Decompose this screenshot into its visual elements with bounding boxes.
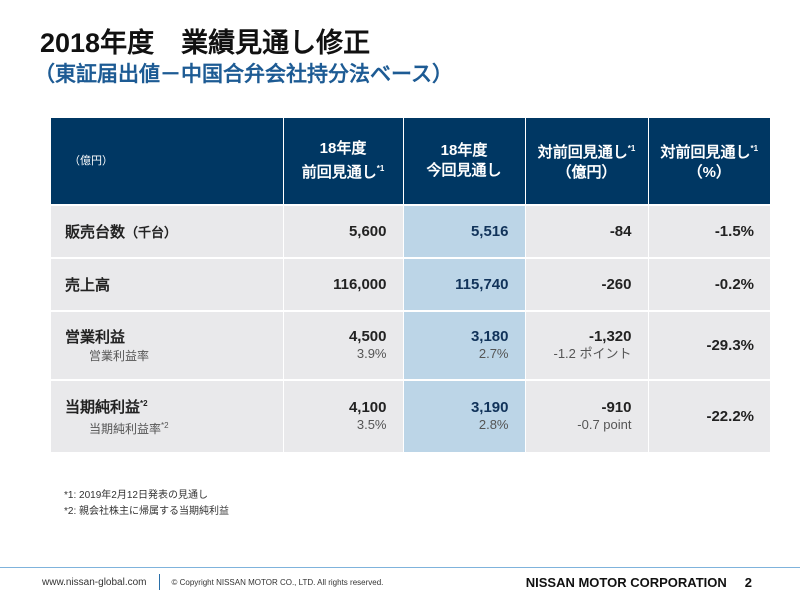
curr-value: 3,190 2.8% [402,379,525,452]
value: 4,500 [348,328,387,345]
unit-header: （億円） [51,118,283,205]
table-row: 販売台数（千台） 5,600 5,516 -84 -1.5% [51,204,770,258]
label-unit: （千台） [125,225,178,240]
footnotes: *1: 2019年2月12日発表の見通し *2: 親会社株主に帰属する当期純利益 [64,488,229,520]
label: 営業利益 [65,329,126,346]
footnote-mark: *1 [750,144,759,153]
label: 販売台数 [65,224,126,241]
table-row: 営業利益営業利益率 4,500 3.9% 3,180 2.7% -1,320 -1.2… [51,310,770,380]
header-line: 対前回見通し [660,144,751,161]
forecast-table: （億円） 18年度 前回見通し*1 18年度 今回見通し 対前回見通し*1 （億円） … [51,118,770,452]
footer-url-link[interactable]: www.nissan-global.com [42,576,147,588]
diff-value: -260 [524,257,648,311]
footnote-mark: *2 [161,420,169,430]
header-prev-forecast: 18年度前回見通し*1 [282,118,403,205]
row-label: 営業利益営業利益率 [51,310,283,380]
row-label: 売上高 [51,257,283,311]
diff-value: -910 -0.7 point [524,379,648,452]
footer-corporation: NISSAN MOTOR CORPORATION [525,574,727,590]
curr-value: 3,180 2.7% [402,310,525,380]
footer-divider [0,567,800,568]
header-diff-pct: 対前回見通し*1 （%） [647,118,770,205]
table-row: 当期純利益*2 当期純利益率*2 4,100 3.5% 3,190 2.8% -910… [51,379,770,452]
header-curr-forecast: 18年度今回見通し [402,118,525,205]
prev-value: 5,600 [282,204,403,258]
footer-separator [158,574,160,590]
sub-value: 2.8% [478,417,509,432]
prev-value: 116,000 [282,257,403,311]
page-number: 2 [744,574,752,590]
footnote-mark: *1 [376,164,385,173]
footnote: *2: 親会社株主に帰属する当期純利益 [64,506,230,517]
value: 3,180 [470,328,509,345]
pct-value: -1.5% [647,204,770,258]
header-line: 前回見通し [301,164,377,181]
page-title: 2018年度 業績見通し修正 [40,28,371,58]
value: -910 [601,399,632,416]
table-row: 売上高 116,000 115,740 -260 -0.2% [51,257,770,311]
prev-value: 4,100 3.5% [282,379,403,452]
header-line: 対前回見通し [537,144,628,161]
page-subtitle: （東証届出値－中国合弁会社持分法ベース） [34,63,453,86]
pct-value: -22.2% [647,379,770,452]
sub-value: -1.2 ポイント [553,346,632,361]
pct-value: -29.3% [647,310,770,380]
header-line: 18年度 [319,140,367,157]
prev-value: 4,500 3.9% [282,310,403,380]
header-line: 18年度 [440,142,488,159]
table-header-row: （億円） 18年度 前回見通し*1 18年度 今回見通し 対前回見通し*1 （億円） … [51,118,770,205]
sublabel-text: 当期純利益率 [89,421,162,436]
curr-value: 5,516 [402,204,525,258]
label: 当期純利益 [65,398,141,416]
value: 3,190 [470,399,509,416]
value: 4,100 [348,399,387,416]
footnote: *1: 2019年2月12日発表の見通し [64,490,208,501]
row-label: 販売台数（千台） [51,204,283,258]
footnote-mark: *2 [140,398,148,408]
footer-right: NISSAN MOTOR CORPORATION 2 [526,575,752,590]
header-line: （億円） [556,164,617,181]
footnote-mark: *1 [627,144,636,153]
sub-value: 3.5% [356,417,387,432]
footer-copyright: © Copyright NISSAN MOTOR CO., LTD. All r… [171,577,384,587]
row-label: 当期純利益*2 当期純利益率*2 [51,379,283,452]
sub-value: -0.7 point [577,417,632,432]
diff-value: -1,320 -1.2 ポイント [524,310,648,380]
pct-value: -0.2% [647,257,770,311]
header-line: 今回見通し [426,162,502,179]
footer: www.nissan-global.com © Copyright NISSAN… [42,572,752,592]
value: -1,320 [588,328,632,345]
footer-left: www.nissan-global.com © Copyright NISSAN… [42,574,383,590]
curr-value: 115,740 [402,257,525,311]
sublabel: 営業利益率 [89,349,150,363]
header-diff-amount: 対前回見通し*1 （億円） [524,118,648,205]
sublabel: 当期純利益率*2 [65,417,267,438]
sub-value: 2.7% [478,346,509,361]
diff-value: -84 [524,204,648,258]
header-line: （%） [687,164,731,181]
sub-value: 3.9% [356,346,387,361]
